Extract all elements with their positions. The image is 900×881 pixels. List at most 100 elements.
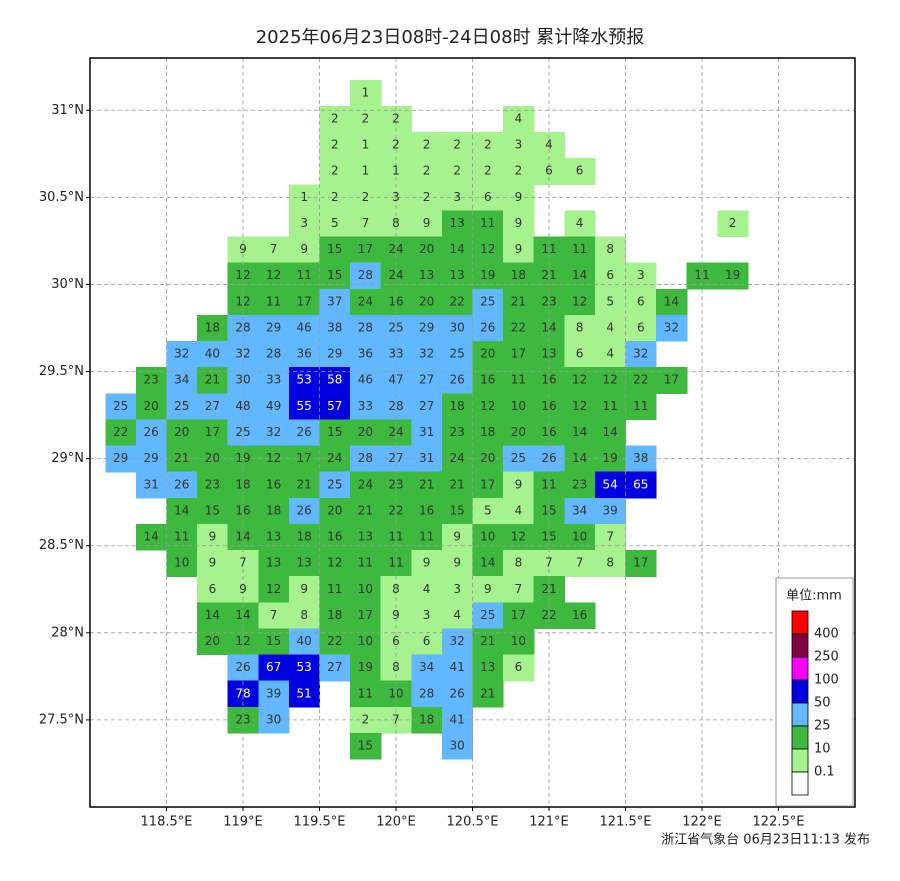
rain-cell — [135, 393, 168, 421]
rain-value: 23 — [572, 477, 587, 491]
rain-value: 16 — [419, 503, 434, 517]
rain-value: 3 — [515, 138, 523, 152]
rain-value: 4 — [453, 608, 461, 622]
rain-value: 19 — [603, 451, 618, 465]
rain-value: 78 — [235, 686, 250, 700]
rain-value: 26 — [297, 503, 312, 517]
rain-value: 9 — [300, 242, 308, 256]
rain-value: 17 — [511, 347, 526, 361]
rain-value: 58 — [327, 373, 342, 387]
rain-value: 16 — [541, 425, 556, 439]
rain-field — [105, 79, 749, 760]
rain-value: 3 — [423, 608, 431, 622]
rain-value: 10 — [572, 530, 587, 544]
rain-cell — [258, 419, 290, 447]
rain-value: 24 — [358, 477, 373, 491]
rain-cell — [594, 236, 627, 264]
rain-cell — [258, 471, 290, 499]
rain-cell — [350, 262, 382, 290]
rain-value: 9 — [209, 530, 217, 544]
rain-cell — [411, 497, 443, 525]
legend-level: 50 — [814, 696, 831, 711]
y-tick-label: 29°N — [51, 451, 84, 466]
rain-cell — [197, 523, 229, 551]
rain-value: 6 — [576, 164, 584, 178]
rain-value: 34 — [572, 503, 587, 517]
rain-value: 16 — [572, 608, 587, 622]
rain-value: 1 — [300, 190, 308, 204]
rain-value: 4 — [515, 503, 523, 517]
rain-cell — [441, 550, 474, 577]
rain-value: 11 — [541, 477, 556, 491]
rain-value: 32 — [174, 347, 189, 361]
rain-cell — [319, 393, 351, 421]
rain-cell — [472, 576, 504, 603]
rain-value: 6 — [209, 582, 217, 596]
legend-level: 25 — [814, 719, 831, 734]
rain-value: 9 — [300, 582, 308, 596]
rain-value: 21 — [541, 268, 556, 282]
rain-cell — [472, 550, 504, 577]
rain-cell — [258, 523, 290, 551]
rain-cell — [503, 341, 535, 368]
rain-value: 28 — [388, 399, 403, 413]
rain-value: 2 — [362, 111, 370, 125]
rain-cell — [441, 314, 474, 342]
rain-cell — [319, 158, 351, 185]
rain-value: 23 — [541, 294, 556, 308]
rain-value: 15 — [327, 268, 342, 282]
rain-cell — [319, 523, 351, 551]
rain-value: 11 — [388, 530, 403, 544]
rain-value: 14 — [572, 451, 587, 465]
rain-cell — [166, 550, 198, 577]
y-tick-label: 30°N — [51, 277, 84, 292]
rain-cell — [441, 393, 474, 421]
rain-cell — [258, 576, 290, 603]
rain-value: 11 — [358, 686, 373, 700]
rain-cell — [411, 523, 443, 551]
y-tick-label: 28.5°N — [39, 538, 84, 553]
rain-cell — [411, 262, 443, 290]
rain-cell — [594, 393, 627, 421]
rain-cell — [319, 550, 351, 577]
rain-value: 14 — [541, 320, 556, 334]
rain-value: 6 — [484, 190, 492, 204]
rain-value: 25 — [450, 347, 465, 361]
rain-value: 21 — [450, 477, 465, 491]
rain-cell — [625, 262, 657, 290]
rain-cell — [411, 471, 443, 499]
rain-value: 10 — [388, 686, 403, 700]
rain-value: 20 — [419, 294, 434, 308]
rain-cell — [350, 236, 382, 264]
rain-cell — [441, 158, 474, 185]
rain-cell — [594, 523, 627, 551]
rain-value: 3 — [453, 582, 461, 596]
rain-value: 9 — [453, 556, 461, 570]
footer: 浙江省气象台 06月23日11:13 发布 — [661, 832, 870, 848]
rain-value: 4 — [576, 216, 584, 230]
rain-value: 7 — [270, 242, 278, 256]
rain-value: 28 — [358, 451, 373, 465]
rain-cell — [472, 393, 504, 421]
rain-cell — [594, 314, 627, 342]
rain-cell — [197, 497, 229, 525]
rain-value: 7 — [362, 216, 370, 230]
rain-value: 18 — [297, 530, 312, 544]
rain-value: 32 — [664, 320, 679, 334]
rain-value: 13 — [266, 556, 281, 570]
rain-value: 20 — [205, 634, 220, 648]
rain-value: 11 — [358, 556, 373, 570]
rain-cell — [258, 654, 290, 682]
rain-value: 8 — [392, 582, 400, 596]
rain-value: 32 — [266, 425, 281, 439]
rain-value: 46 — [358, 373, 373, 387]
rain-value: 13 — [450, 268, 465, 282]
rain-value: 25 — [388, 320, 403, 334]
rain-value: 48 — [235, 399, 250, 413]
rain-value: 8 — [300, 608, 308, 622]
rain-value: 22 — [388, 503, 403, 517]
rain-value: 26 — [235, 660, 250, 674]
rain-value: 24 — [388, 425, 403, 439]
x-tick-label: 118.5°E — [141, 815, 193, 830]
rain-cell — [472, 680, 504, 708]
